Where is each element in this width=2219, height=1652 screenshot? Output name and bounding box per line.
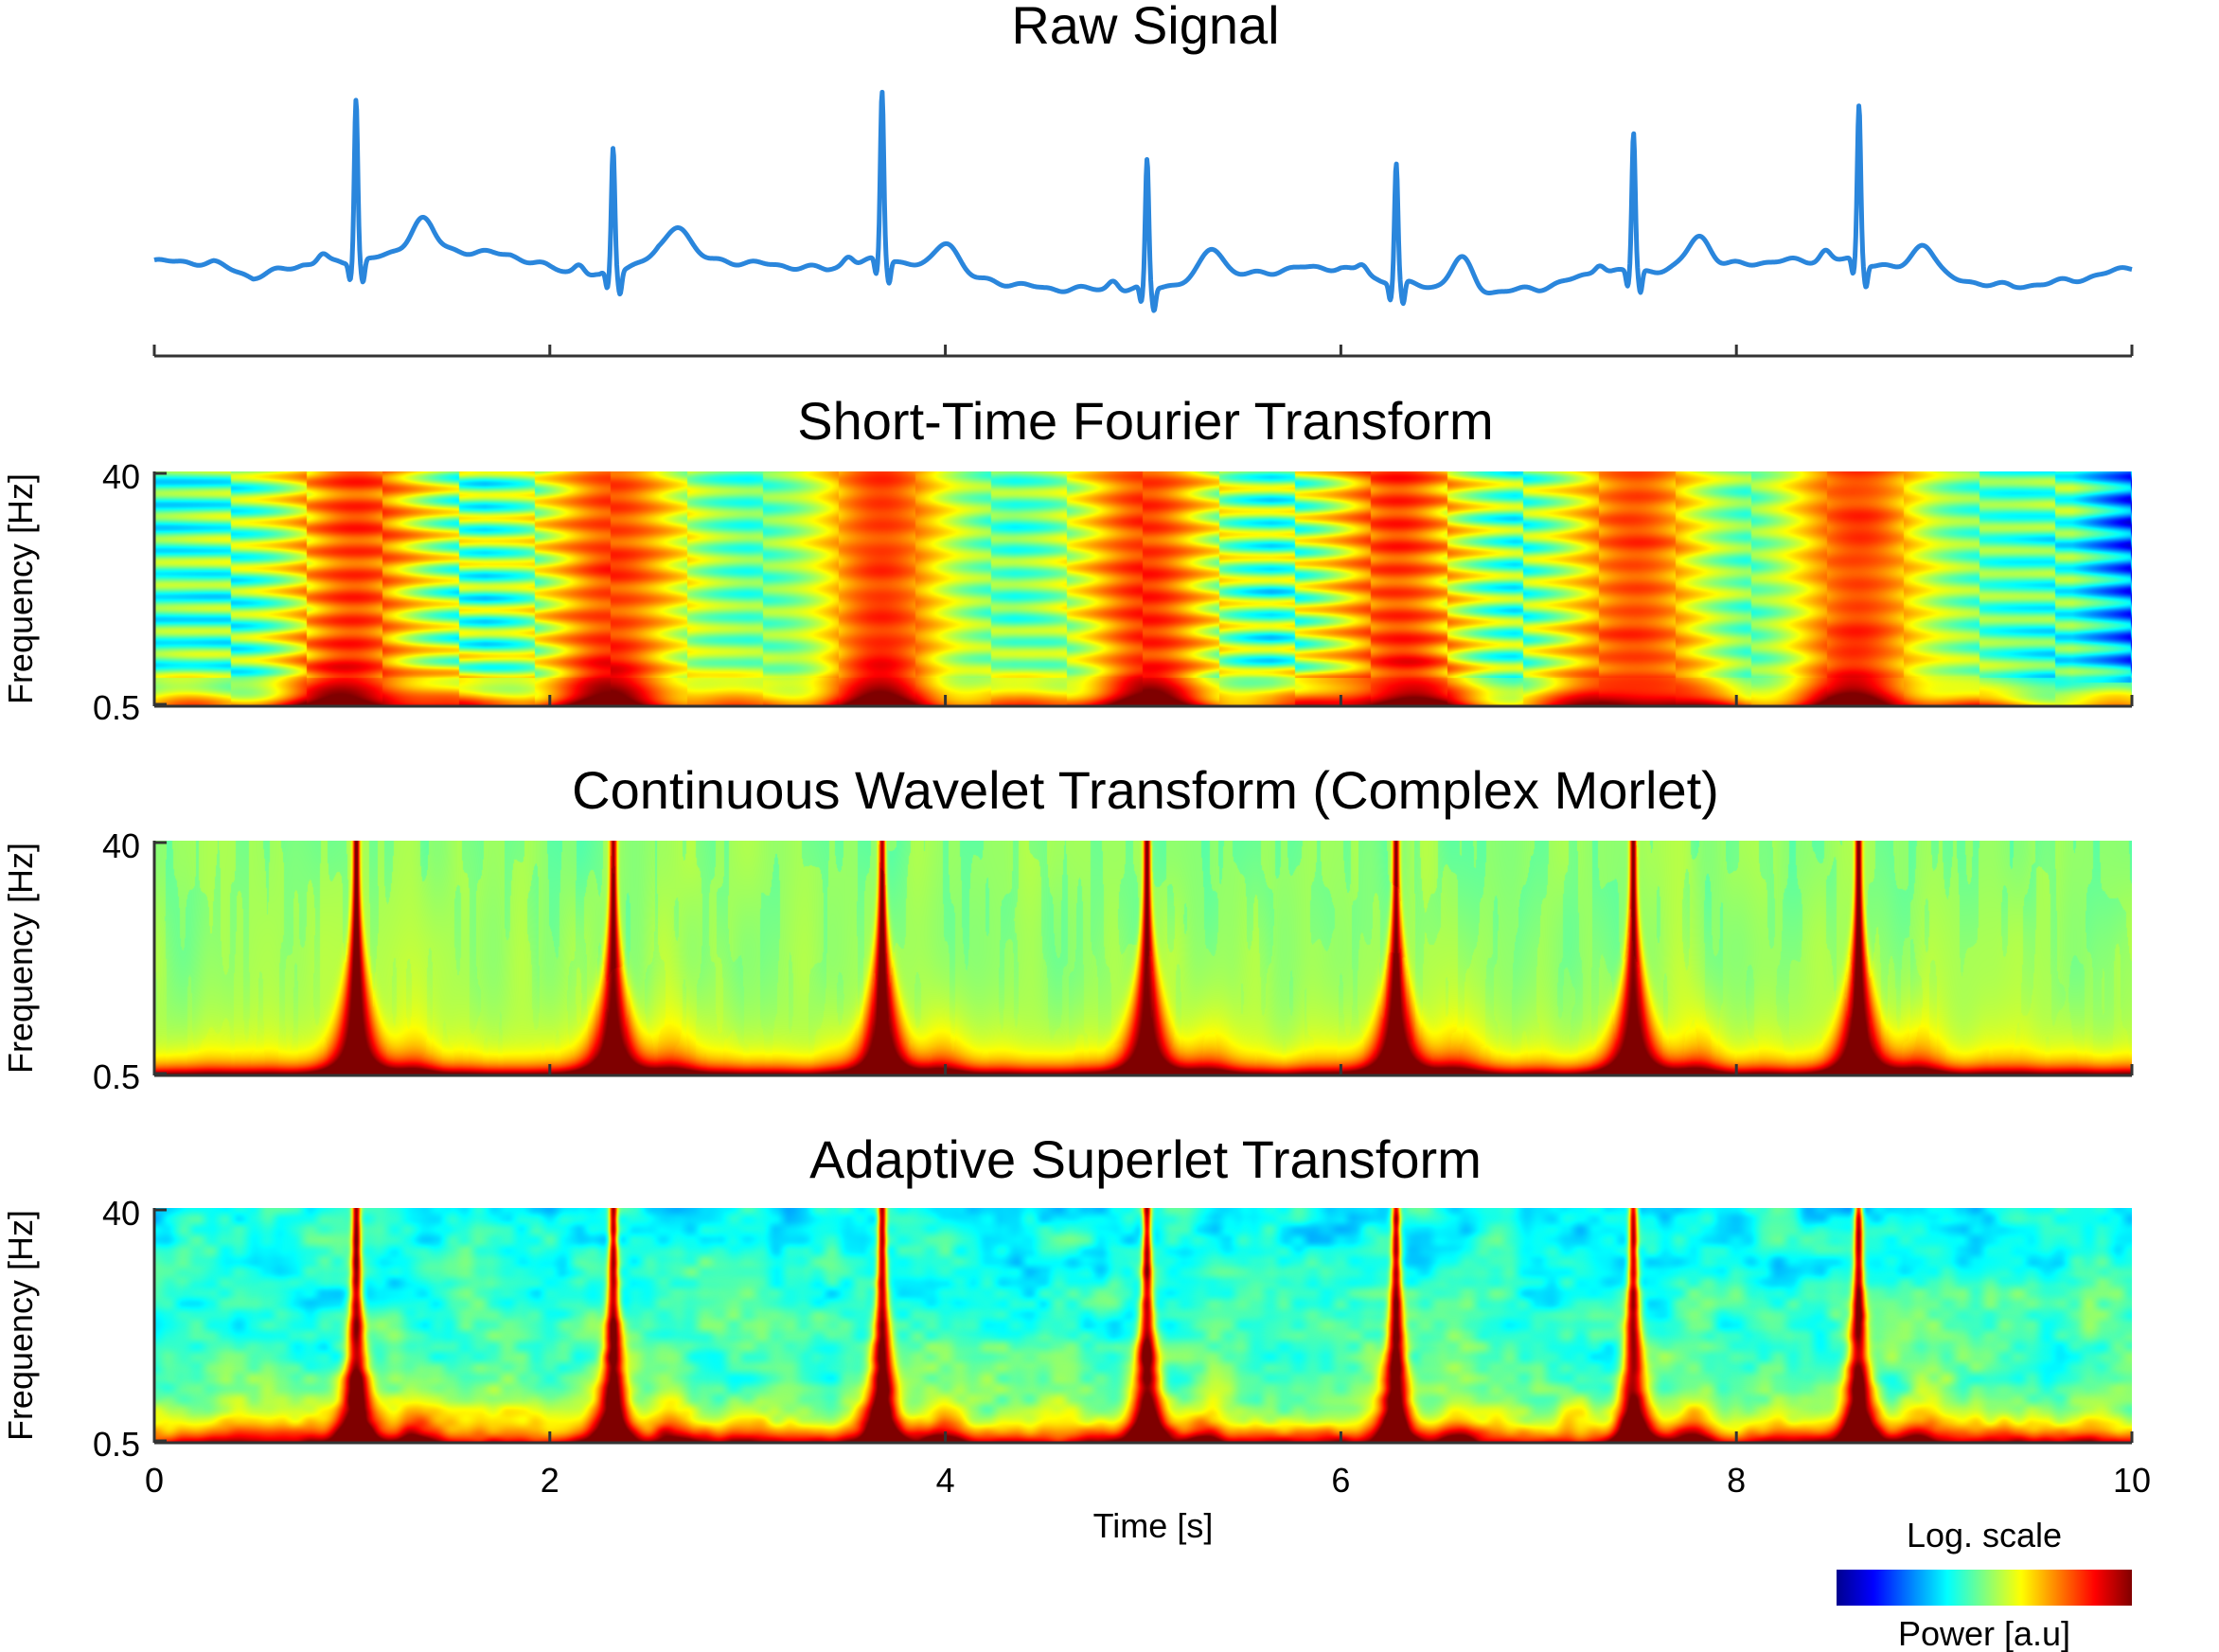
stft-panel: Short-Time Fourier Transform 40 0.5 Freq…: [1, 391, 2134, 727]
colorbar-label: Power [a.u]: [1898, 1614, 2070, 1652]
raw-signal-x-ticks: [152, 345, 2134, 356]
x-tick-label: 4: [936, 1461, 955, 1500]
cwt-y-tick-label-40: 40: [102, 826, 140, 865]
raw-signal-plot: [152, 89, 2134, 313]
raw-signal-panel: Raw Signal: [152, 0, 2134, 358]
cwt-y-axis-label: Frequency [Hz]: [1, 843, 40, 1074]
cwt-title: Continuous Wavelet Transform (Complex Mo…: [572, 760, 1719, 820]
x-tick-label: 0: [145, 1461, 164, 1500]
colorbar-title: Log. scale: [1907, 1516, 2062, 1554]
cwt-heatmap: [154, 841, 2132, 1075]
colorbar-gradient: [1837, 1570, 2132, 1606]
stft-heatmap: [154, 471, 2132, 706]
aslt-title: Adaptive Superlet Transform: [809, 1129, 1482, 1189]
aslt-panel: Adaptive Superlet Transform 40 0.5 Frequ…: [1, 1129, 2151, 1545]
aslt-y-axis-label: Frequency [Hz]: [1, 1210, 40, 1441]
x-tick-label: 8: [1727, 1461, 1746, 1500]
cwt-panel: Continuous Wavelet Transform (Complex Mo…: [1, 760, 2134, 1096]
x-tick-label: 10: [2113, 1461, 2151, 1500]
stft-y-axis-label: Frequency [Hz]: [1, 473, 40, 704]
aslt-heatmap: [154, 1208, 2132, 1443]
aslt-y-tick-label-0.5: 0.5: [93, 1425, 140, 1464]
x-tick-label: 2: [541, 1461, 559, 1500]
colorbar: Log. scale Power [a.u]: [1837, 1516, 2132, 1652]
raw-signal-title: Raw Signal: [1011, 0, 1279, 55]
cwt-y-tick-label-0.5: 0.5: [93, 1057, 140, 1096]
aslt-x-tick-labels: 0 2 4 6 8 10: [145, 1461, 2151, 1500]
stft-y-tick-label-0.5: 0.5: [93, 688, 140, 727]
stft-title: Short-Time Fourier Transform: [797, 391, 1493, 451]
aslt-y-tick-label-40: 40: [102, 1194, 140, 1233]
x-axis-label: Time [s]: [1093, 1506, 1214, 1545]
x-tick-label: 6: [1331, 1461, 1350, 1500]
raw-signal-line: [152, 89, 2134, 313]
stft-y-tick-label-40: 40: [102, 457, 140, 496]
